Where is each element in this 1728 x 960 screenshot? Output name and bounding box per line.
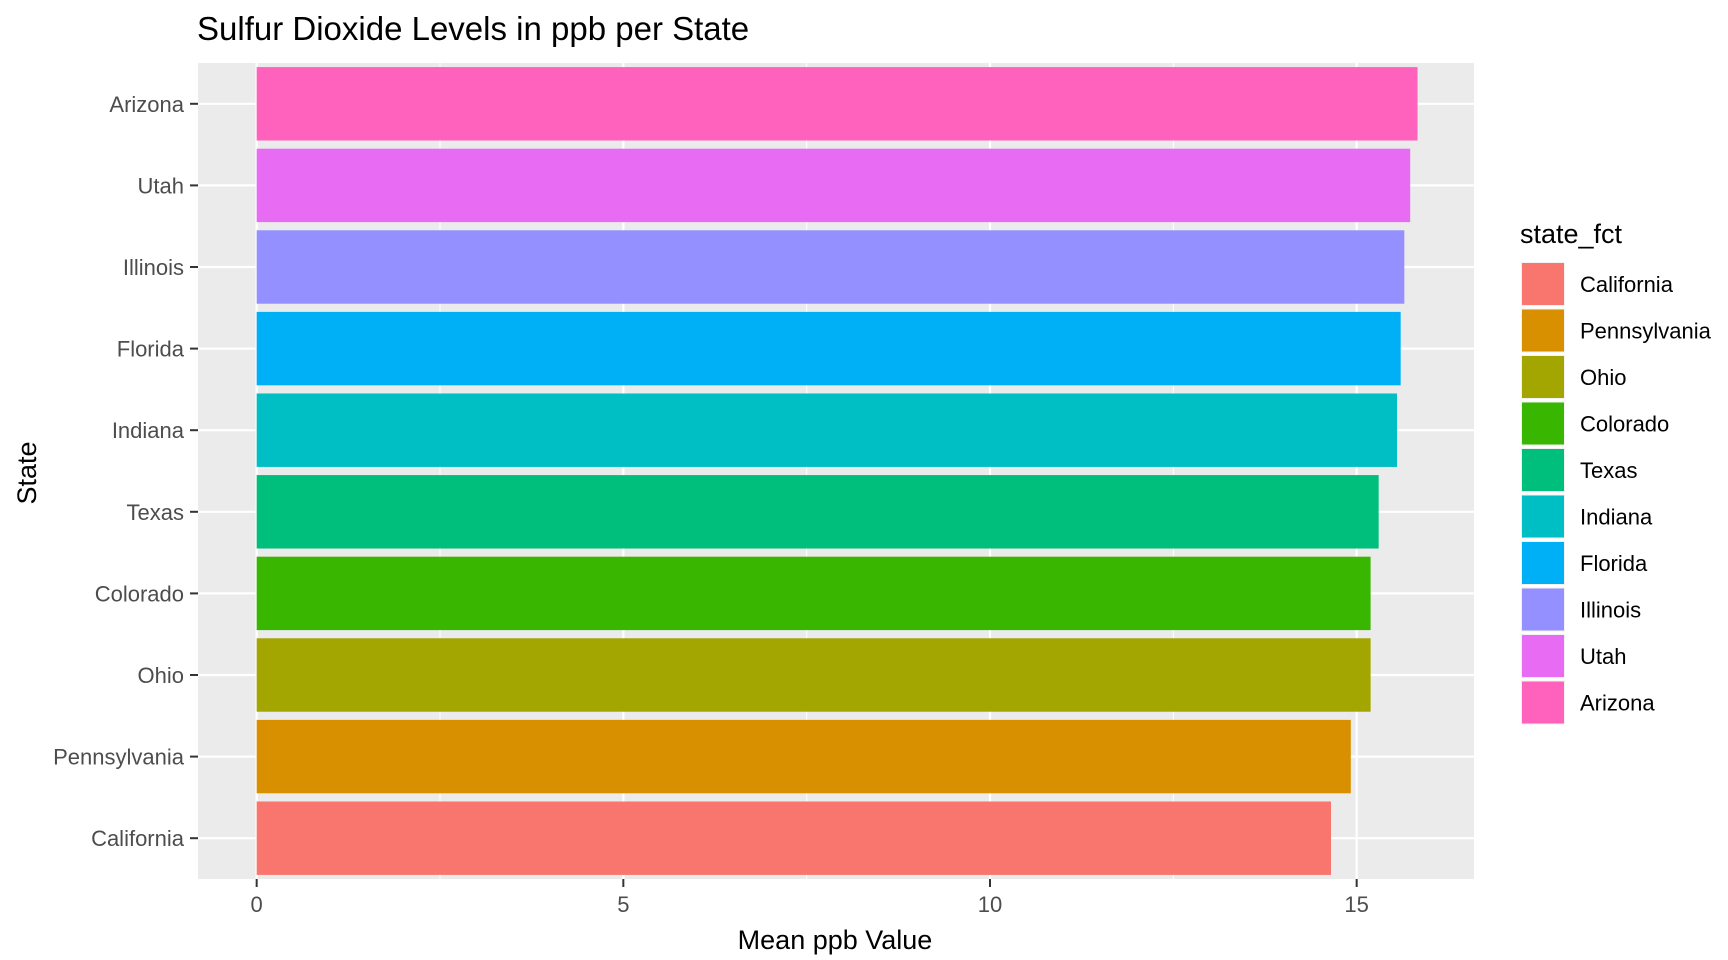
legend: state_fct California Pennsylvania Ohio Colo… <box>1520 219 1712 725</box>
bar-arizona <box>256 67 1418 141</box>
legend-label: Utah <box>1580 644 1626 669</box>
bar-utah <box>256 148 1411 223</box>
legend-swatch-indiana <box>1522 495 1564 538</box>
bar-florida <box>256 311 1401 386</box>
bar-indiana <box>256 393 1398 467</box>
legend-title: state_fct <box>1520 219 1623 249</box>
x-tick-label: 5 <box>617 892 629 917</box>
legend-items: California Pennsylvania Ohio Colorado Texas I… <box>1521 262 1712 725</box>
legend-swatch-arizona <box>1522 681 1564 724</box>
legend-label: Indiana <box>1580 505 1653 530</box>
y-tick-label: Colorado <box>95 581 184 606</box>
y-tick-label: Pennsylvania <box>53 745 185 770</box>
y-tick-label: Illinois <box>123 255 184 280</box>
bars <box>256 67 1418 875</box>
bar-illinois <box>256 230 1405 304</box>
bar-ohio <box>256 638 1371 712</box>
y-axis: California Pennsylvania Ohio Colorado Texas I… <box>53 92 198 851</box>
y-tick-label: Texas <box>127 500 184 525</box>
legend-swatch-florida <box>1522 542 1564 584</box>
legend-swatch-illinois <box>1522 588 1564 631</box>
bar-texas <box>256 475 1379 549</box>
x-axis-title: Mean ppb Value <box>738 925 933 955</box>
legend-label: Ohio <box>1580 365 1626 390</box>
legend-label: California <box>1580 272 1674 297</box>
y-tick-label: Indiana <box>112 418 185 443</box>
y-tick-label: California <box>91 826 185 851</box>
bar-colorado <box>256 556 1371 631</box>
legend-label: Illinois <box>1580 598 1641 623</box>
y-tick-label: Arizona <box>109 92 184 117</box>
bar-california <box>256 801 1332 875</box>
legend-label: Colorado <box>1580 412 1669 437</box>
x-tick-label: 15 <box>1344 892 1368 917</box>
x-axis: 0 5 10 15 <box>251 879 1369 917</box>
legend-swatch-utah <box>1522 635 1564 677</box>
y-tick-label: Ohio <box>138 663 184 688</box>
y-tick-label: Utah <box>138 173 184 198</box>
legend-label: Arizona <box>1580 691 1655 716</box>
legend-label: Florida <box>1580 551 1648 576</box>
legend-swatch-ohio <box>1522 356 1564 398</box>
y-tick-label: Florida <box>117 337 185 362</box>
legend-swatch-texas <box>1522 449 1564 491</box>
legend-label: Pennsylvania <box>1580 319 1712 344</box>
y-axis-title: State <box>12 441 42 504</box>
legend-swatch-colorado <box>1522 402 1564 445</box>
x-tick-label: 0 <box>251 892 263 917</box>
legend-swatch-pennsylvania <box>1522 309 1564 352</box>
x-tick-label: 10 <box>978 892 1002 917</box>
bar-pennsylvania <box>256 719 1351 794</box>
legend-label: Texas <box>1580 458 1637 483</box>
chart-title: Sulfur Dioxide Levels in ppb per State <box>197 10 749 47</box>
legend-swatch-california <box>1522 263 1564 305</box>
